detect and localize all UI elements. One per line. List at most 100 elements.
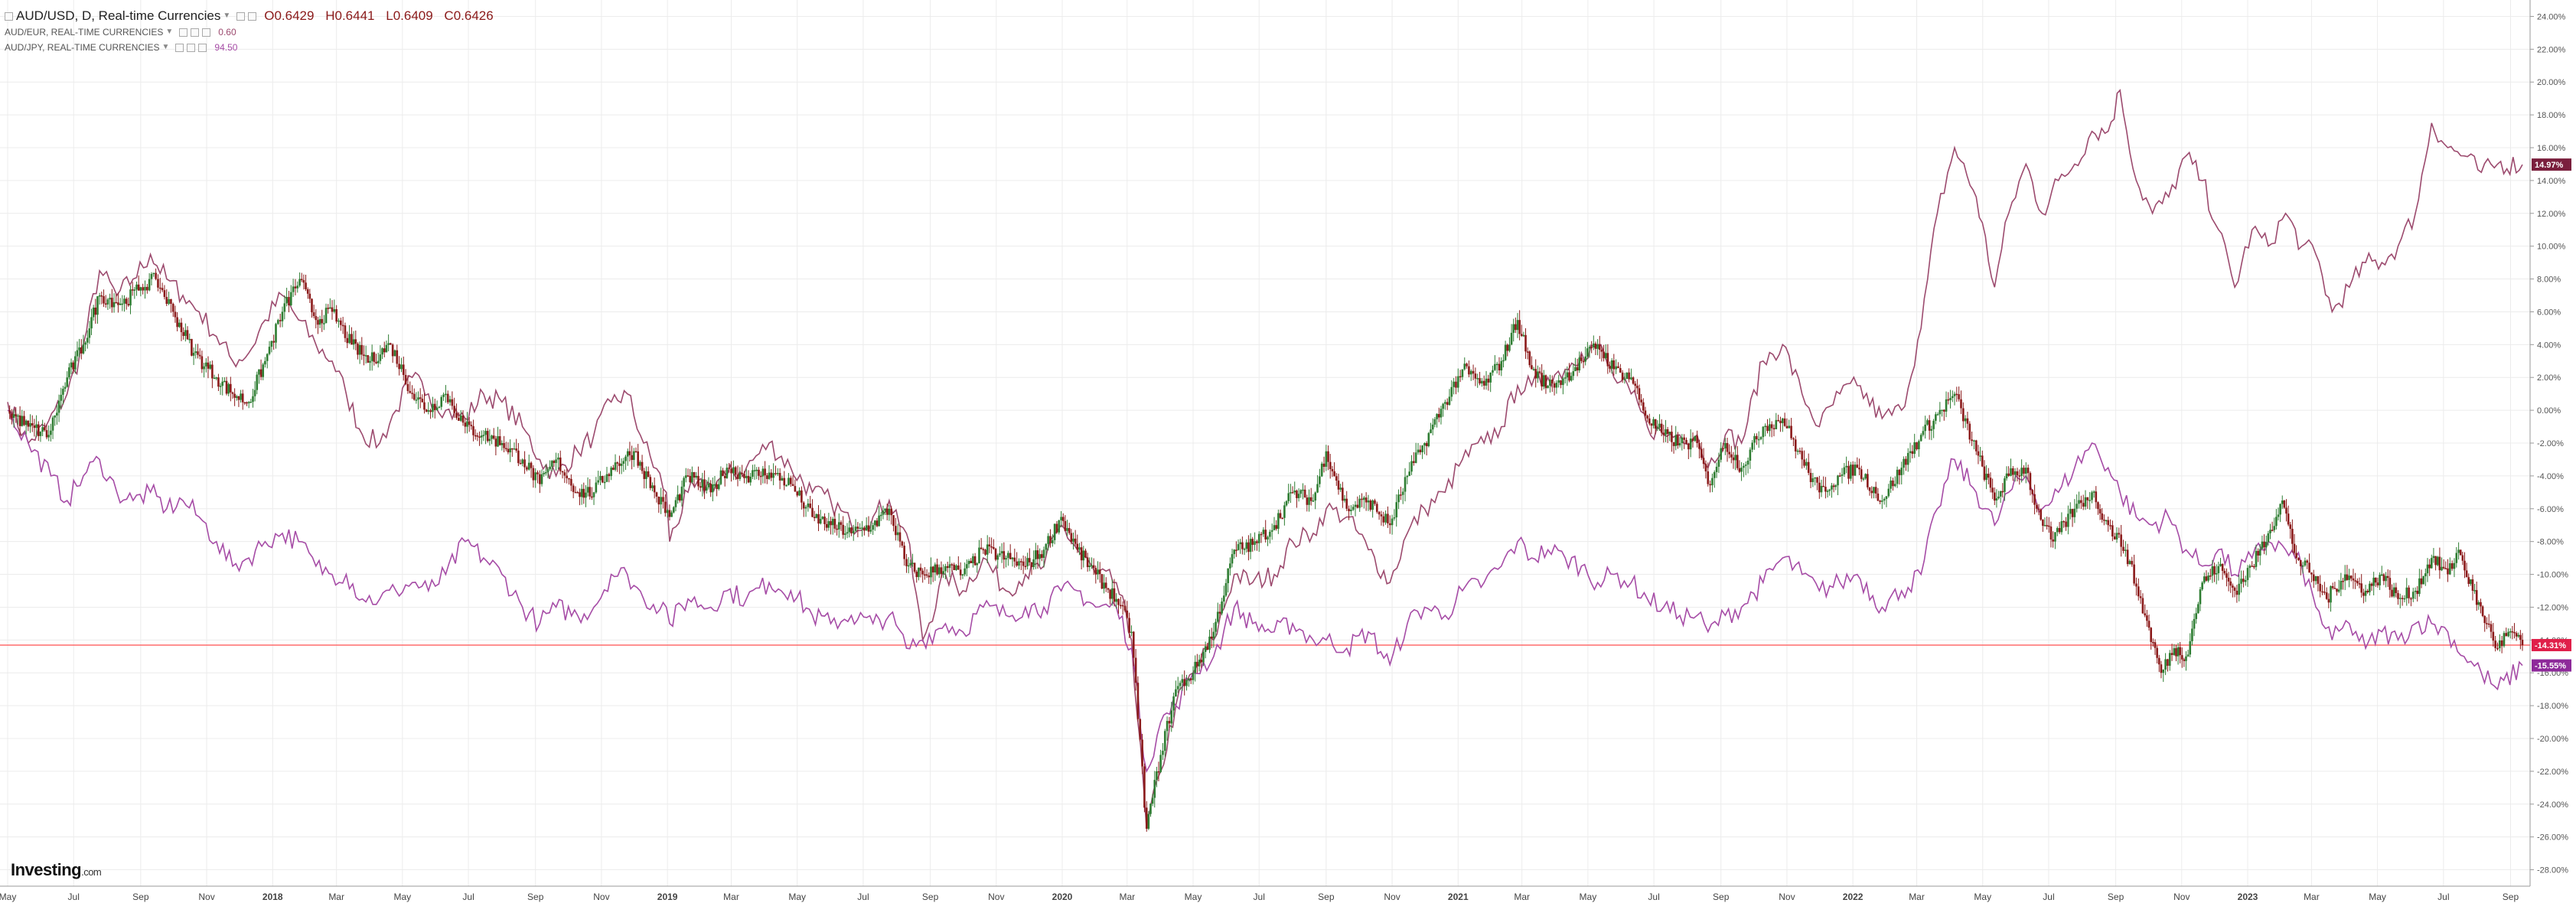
candle-body: [1170, 710, 1173, 724]
candle-body: [2012, 468, 2014, 475]
candle-body: [2248, 566, 2252, 569]
candle-body: [712, 484, 714, 493]
candle-body: [1176, 686, 1179, 689]
chevron-down-icon[interactable]: ▼: [161, 43, 170, 51]
x-tick-label: 2018: [262, 892, 283, 902]
candle-body: [1826, 491, 1829, 492]
candle-body: [892, 515, 895, 526]
candle-body: [1794, 439, 1797, 452]
candle-body: [1494, 363, 1496, 370]
aud-eur-line: [7, 89, 2523, 830]
remove-box-icon[interactable]: [202, 28, 211, 37]
hide-box-icon[interactable]: [191, 28, 200, 37]
x-tick-label: Sep: [1318, 892, 1335, 902]
candle-body: [651, 485, 654, 488]
candle-body: [1526, 351, 1529, 353]
candle-body: [266, 354, 269, 361]
candle-body: [1139, 719, 1142, 740]
candle-body: [2131, 561, 2134, 565]
candle-body: [1660, 423, 1663, 433]
candle-body: [337, 320, 340, 322]
remove-box-icon[interactable]: [198, 43, 207, 52]
candle-body: [96, 296, 99, 315]
candle-body: [1196, 661, 1198, 667]
candle-body: [1997, 496, 2000, 499]
legend-main-row[interactable]: AUD/USD, D, Real-time Currencies ▼ O0.64…: [5, 8, 501, 24]
candle-body: [1224, 583, 1228, 596]
hide-box-icon[interactable]: [248, 11, 257, 21]
candle-body: [227, 383, 230, 394]
candle-body: [1019, 561, 1022, 562]
candle-body: [1977, 451, 1980, 456]
candle-body: [148, 279, 151, 291]
candle-body: [2109, 525, 2111, 526]
candle-body: [745, 475, 748, 478]
candle-body: [373, 352, 376, 362]
candle-body: [2283, 500, 2286, 508]
candle-body: [2150, 628, 2152, 642]
candle-body: [268, 347, 271, 354]
candle-body: [546, 469, 549, 472]
candle-body: [523, 459, 526, 468]
candle-body: [982, 549, 985, 551]
candle-body: [1807, 461, 1810, 473]
candle-body: [861, 527, 863, 529]
chevron-down-icon[interactable]: ▼: [223, 11, 231, 20]
candle-body: [568, 478, 570, 480]
candle-body: [1834, 485, 1837, 487]
candle-body: [288, 297, 290, 306]
hide-box-icon[interactable]: [187, 43, 196, 52]
candle-body: [2389, 578, 2392, 590]
candle-body: [2323, 592, 2326, 593]
candle-body: [774, 473, 777, 474]
candle-body: [951, 564, 954, 566]
candle-body: [2428, 564, 2431, 569]
candle-body: [379, 354, 382, 361]
candle-body: [1287, 493, 1290, 501]
candle-body: [1468, 366, 1470, 375]
candle-body: [2337, 589, 2340, 592]
legend-aud-jpy-row[interactable]: AUD/JPY, REAL-TIME CURRENCIES ▼ 94.50: [5, 40, 501, 55]
candle-body: [586, 487, 589, 493]
chevron-down-icon[interactable]: ▼: [165, 28, 174, 36]
candle-body: [2054, 532, 2056, 542]
candle-body: [1463, 363, 1466, 370]
candle-body: [1103, 582, 1105, 589]
candle-body: [1987, 474, 1990, 478]
candle-body: [1700, 448, 1703, 458]
candle-body: [12, 414, 15, 419]
candle-body: [1088, 566, 1091, 568]
candle-body: [415, 399, 418, 401]
candle-body: [1030, 562, 1033, 568]
candle-body: [1273, 525, 1276, 530]
candle-body: [442, 394, 445, 397]
candle-body: [51, 417, 54, 431]
candle-body: [492, 435, 495, 439]
candle-body: [670, 512, 673, 517]
candle-body: [1858, 468, 1860, 470]
candle-body: [761, 468, 765, 477]
settings-box-icon[interactable]: [236, 11, 246, 21]
candle-body: [204, 362, 207, 367]
candle-body: [1380, 514, 1383, 517]
candle-body: [662, 497, 664, 502]
candle-body: [76, 350, 79, 357]
candle-body: [171, 304, 174, 312]
collapse-box-icon[interactable]: [5, 11, 13, 21]
candle-body: [519, 463, 522, 465]
candle-body: [2442, 566, 2445, 569]
candle-body: [2354, 580, 2356, 582]
candle-body: [1215, 621, 1217, 632]
candle-body: [641, 461, 644, 471]
candle-body: [2199, 589, 2202, 605]
y-tick-label: -18.00%: [2537, 702, 2568, 711]
settings-box-icon[interactable]: [179, 28, 188, 37]
candle-body: [2360, 583, 2362, 593]
candle-body: [1993, 492, 1996, 501]
candle-body: [1404, 477, 1407, 492]
settings-box-icon[interactable]: [175, 43, 184, 52]
legend-aud-eur-row[interactable]: AUD/EUR, REAL-TIME CURRENCIES ▼ 0.60: [5, 24, 501, 40]
candle-body: [550, 461, 553, 467]
candle-body: [1026, 558, 1029, 566]
